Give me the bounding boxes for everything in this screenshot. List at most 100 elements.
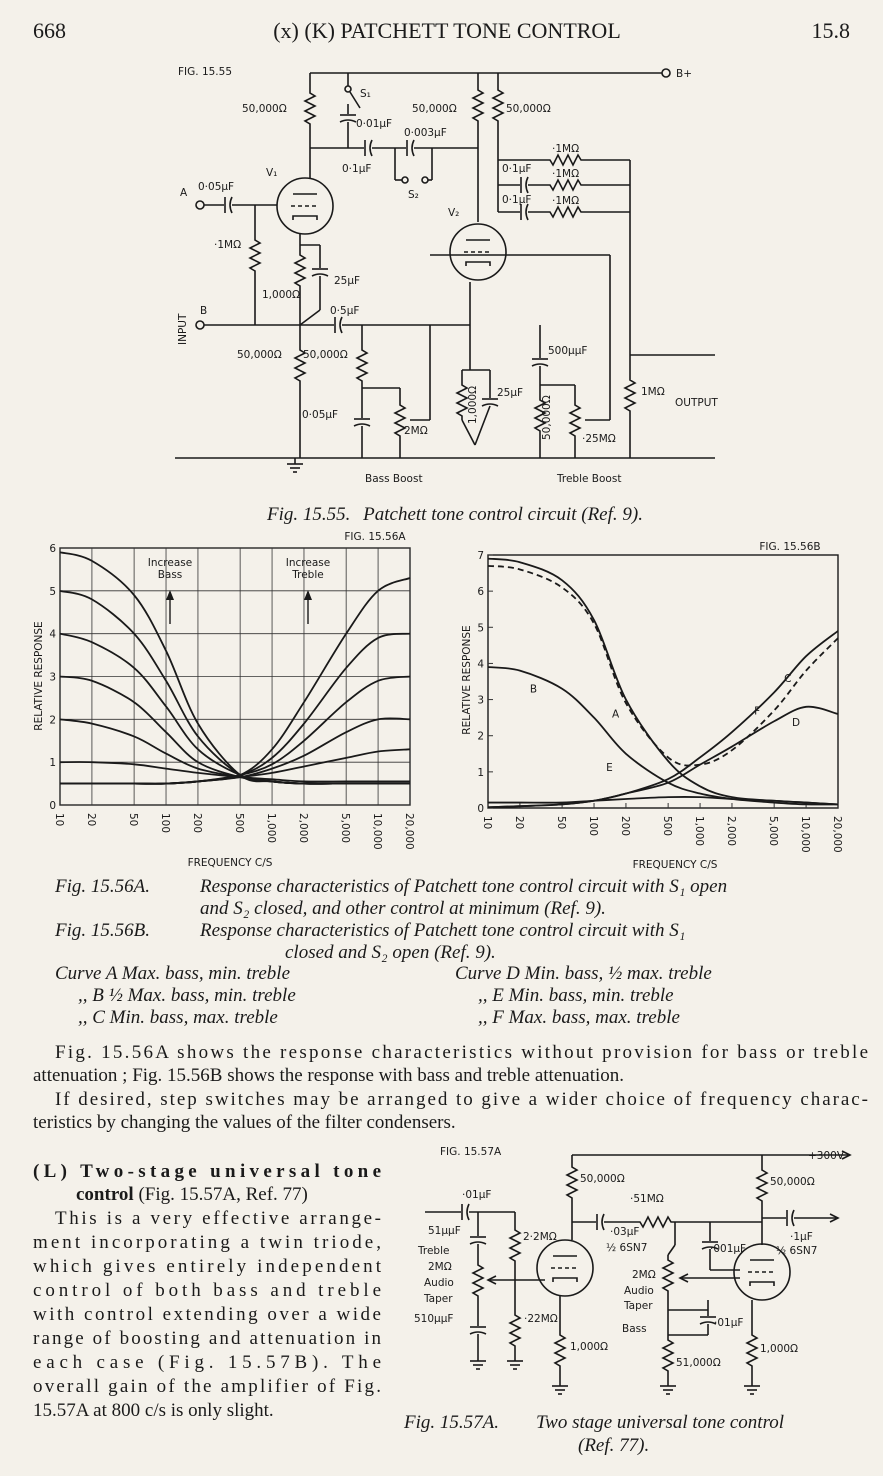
caption-line: Response characteristics of Patchett ton… [199,876,727,897]
component-labels: +300V 50,000Ω 50,000Ω ·01μF ·51MΩ 51μμF … [414,1150,845,1369]
y-tick-label: 3 [477,695,484,707]
annotation-arrowhead [166,590,174,600]
component-label: 1MΩ [641,386,665,398]
x-tick-label: 2,000 [725,816,737,846]
caption-number: Fig. 15.56B. [54,920,150,941]
curve [59,718,410,785]
y-tick-label: 4 [49,629,56,641]
component-label: 1,000Ω [262,289,300,301]
y-tick-label: 5 [477,622,484,634]
y-tick-label: 0 [477,803,484,815]
x-tick-label: 20 [85,813,97,826]
figure-caption: Fig. 15.55. Patchett tone control circui… [266,504,643,525]
curve-key: Curve A Max. bass, min. treble [55,963,290,984]
curve-key: ,, F Max. bass, max. treble [478,1007,680,1028]
curve [487,705,839,809]
caption-line: (Ref. 77). [578,1435,649,1456]
component-label: 1,000Ω [570,1341,608,1353]
caption-text: Patchett tone control circuit (Ref. 9). [362,504,643,525]
component-label: 2MΩ [428,1261,452,1273]
curve [60,577,411,785]
component-label: 0·1μF [502,194,531,206]
component-label: 50,000Ω [541,395,553,440]
component-label: ·1MΩ [552,168,579,180]
caption-line: closed and S₂ open (Ref. 9). [285,942,496,963]
x-tick-label: 500 [661,816,673,836]
annotation: Increase [286,557,330,569]
y-axis-label: RELATIVE RESPONSE [461,625,473,734]
component-label: 50,000Ω [770,1176,815,1188]
curve-label: F [754,705,760,717]
curve [488,796,839,806]
component-label: 0·05μF [302,409,338,421]
annotation-arrowhead [304,590,312,600]
x-tick-label: 50 [127,813,139,826]
annotation: Increase [148,557,192,569]
curve-label: D [792,717,800,729]
component-label: 25μF [497,387,523,399]
component-label: S₂ [408,189,419,201]
section-heading: (L) Two-stage universal tone [33,1161,381,1182]
x-tick-label: 500 [233,813,245,833]
captions-15-56: Fig. 15.56A. Response characteristics of… [54,876,727,1028]
component-label: 0·01μF [356,118,392,130]
x-tick-label: 20,000 [831,816,843,853]
x-tick-label: 20,000 [403,813,415,850]
section-line: This is a very effective arrange- [55,1208,381,1229]
circuit-15-57a [425,1150,852,1395]
component-label: 0·5μF [330,305,359,317]
section-line: which gives entirely independent [33,1256,382,1277]
component-label: +300V [808,1150,845,1162]
curve [487,564,839,767]
chart-title: FIG. 15.56B [759,541,820,553]
y-tick-label: 4 [477,658,484,670]
section-line: with control extending over a wide [33,1304,381,1325]
component-label: ·51MΩ [630,1193,664,1205]
section-line: control of both bass and treble [33,1280,381,1301]
component-label: V₂ [448,207,459,219]
x-tick-label: 10 [481,816,493,829]
x-tick-label: 50 [555,816,567,829]
curve-key: ,, B ½ Max. bass, min. treble [78,985,296,1006]
x-tick-label: 200 [191,813,203,833]
component-label: V₁ [266,167,277,179]
y-tick-label: 3 [49,672,56,684]
curve-key: Curve D Min. bass, ½ max. treble [455,963,712,984]
component-label: ·25MΩ [582,433,616,445]
component-label: 50,000Ω [303,349,348,361]
y-tick-label: 1 [477,767,484,779]
section-line: 15.57A at 800 c/s is only slight. [33,1400,274,1421]
component-label: 51,000Ω [676,1357,721,1369]
component-label: Bass [622,1323,647,1335]
y-axis-label: RELATIVE RESPONSE [33,621,45,730]
section-heading-word: control [76,1184,134,1205]
curve-label: C [784,673,791,685]
x-tick-label: 10,000 [371,813,383,850]
component-label: 2·2MΩ [523,1231,557,1243]
y-tick-label: 2 [49,714,56,726]
component-label: 50,000Ω [580,1173,625,1185]
x-tick-label: 1,000 [693,816,705,846]
component-label: 50,000Ω [237,349,282,361]
y-tick-label: 1 [49,757,56,769]
component-label: Bass Boost [365,473,423,485]
y-tick-label: 6 [477,586,484,598]
caption-line: and S₂ closed, and other control at mini… [200,898,606,919]
y-tick-label: 5 [49,586,56,598]
component-labels: S₁ 50,000Ω 0·01μF 50,000Ω 50,000Ω 0·003μ… [177,68,718,485]
component-label: Taper [623,1300,653,1312]
x-tick-label: 100 [587,816,599,836]
component-label: 2MΩ [404,425,428,437]
curve [487,630,839,809]
component-label: Treble Boost [556,473,621,485]
paragraph-line: attenuation ; Fig. 15.56B shows the resp… [33,1065,624,1086]
curve [60,632,411,785]
section-number: 15.8 [812,18,851,43]
annotation: Treble [291,569,323,581]
component-label: ½ 6SN7 [776,1245,817,1257]
x-tick-label: 200 [619,816,631,836]
component-label: 2MΩ [632,1269,656,1281]
component-label: ·1MΩ [552,195,579,207]
x-tick-label: 100 [159,813,171,833]
